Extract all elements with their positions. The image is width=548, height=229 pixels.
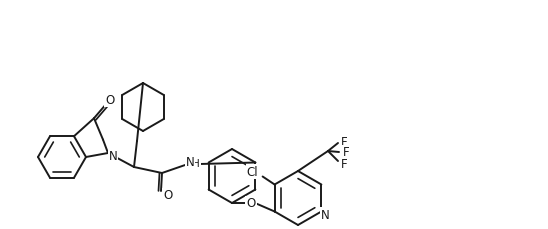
- Text: O: O: [105, 93, 115, 106]
- Text: H: H: [192, 158, 200, 168]
- Text: N: N: [321, 208, 330, 221]
- Text: Cl: Cl: [247, 165, 259, 178]
- Text: F: F: [341, 135, 347, 148]
- Text: N: N: [109, 149, 117, 162]
- Text: F: F: [341, 157, 347, 170]
- Text: O: O: [247, 197, 255, 210]
- Text: F: F: [342, 146, 349, 159]
- Text: N: N: [186, 155, 195, 168]
- Text: O: O: [163, 189, 173, 202]
